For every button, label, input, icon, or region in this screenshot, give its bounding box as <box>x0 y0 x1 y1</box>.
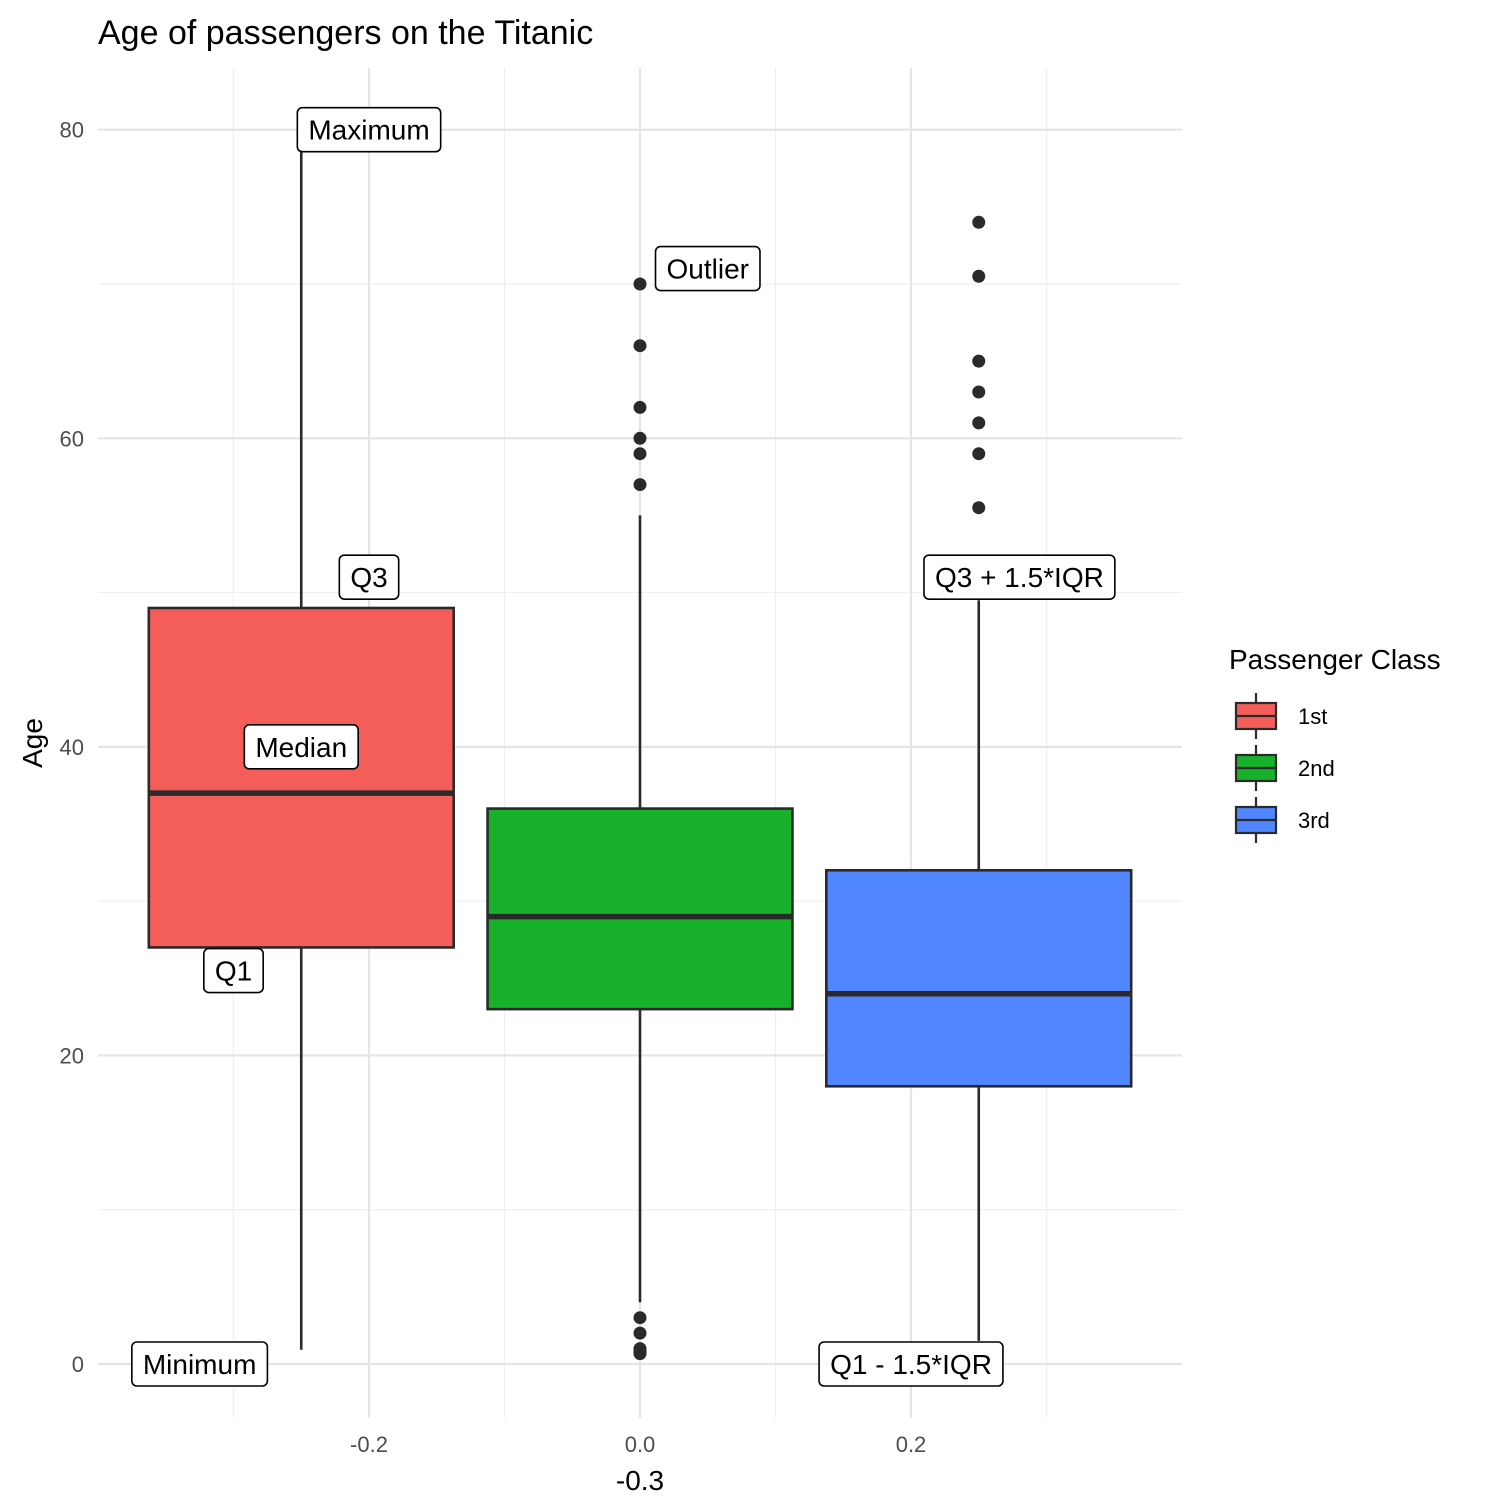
annotation-text: Q3 + 1.5*IQR <box>935 562 1104 593</box>
y-tick-label: 80 <box>60 118 84 143</box>
legend-label: 2nd <box>1298 756 1335 781</box>
annotation-label: Q3 + 1.5*IQR <box>923 554 1116 600</box>
annotation-box <box>296 106 442 153</box>
y-tick-label: 60 <box>60 426 84 451</box>
annotation-box <box>338 554 400 600</box>
annotation-text: Median <box>255 732 347 763</box>
legend-label: 3rd <box>1298 808 1330 833</box>
annotation-box <box>923 554 1116 600</box>
x-tick-label: 0.0 <box>625 1432 656 1457</box>
legend-label: 1st <box>1298 704 1327 729</box>
outlier-point <box>972 215 986 229</box>
legend-key-3rd <box>1234 797 1278 843</box>
annotation-text: Outlier <box>667 254 749 285</box>
outlier-point <box>633 447 647 461</box>
annotation-text: Q3 <box>350 562 387 593</box>
axis-layer: 0 20 40 60 80 -0.2 0.0 0.2 <box>60 118 927 1457</box>
annotation-label: Q1 - 1.5*IQR <box>818 1341 1004 1387</box>
box-2nd <box>486 807 794 1011</box>
annotation-label: Outlier <box>654 245 761 292</box>
box-1st <box>147 606 455 949</box>
y-tick-label: 40 <box>60 735 84 760</box>
annotation-label: Q1 <box>203 947 264 994</box>
annotation-text: Q1 <box>215 956 252 987</box>
box-layer <box>147 129 1133 1361</box>
annotation-label: Maximum <box>296 106 442 153</box>
x-tick-label: 0.2 <box>896 1432 927 1457</box>
y-axis-title: Age <box>17 718 48 768</box>
outlier-point <box>633 400 647 414</box>
legend-key-1st <box>1234 693 1278 739</box>
annotation-layer: Maximum Q3 Median Q1 Minimum Outlier Q3 + 1.5*… <box>131 106 1116 1387</box>
legend-key-2nd <box>1234 745 1278 791</box>
box-3rd <box>825 868 1133 1088</box>
outlier-point <box>633 277 647 291</box>
outlier-point <box>972 385 986 399</box>
annotation-box <box>203 947 264 994</box>
outlier-point <box>633 478 647 492</box>
outlier-point <box>633 339 647 353</box>
annotation-text: Minimum <box>143 1349 257 1380</box>
annotation-box <box>131 1341 269 1387</box>
outlier-point <box>972 447 986 461</box>
annotation-text: Q1 - 1.5*IQR <box>830 1349 992 1380</box>
legend: Passenger Class 1st 2nd 3rd <box>1229 644 1441 843</box>
annotation-box <box>654 245 761 292</box>
outlier-point <box>633 1347 647 1361</box>
legend-title: Passenger Class <box>1229 644 1441 675</box>
annotation-label: Minimum <box>131 1341 269 1387</box>
annotation-box <box>243 724 359 770</box>
outlier-point <box>972 269 986 283</box>
annotation-box <box>818 1341 1004 1387</box>
outlier-point <box>633 431 647 445</box>
x-axis-title: -0.3 <box>616 1465 664 1496</box>
annotation-label: Median <box>243 724 359 770</box>
outlier-point <box>972 416 986 430</box>
outlier-point <box>972 354 986 368</box>
annotation-label: Q3 <box>338 554 400 600</box>
outlier-point <box>633 1326 647 1340</box>
annotation-text: Maximum <box>308 115 429 146</box>
y-tick-label: 20 <box>60 1043 84 1068</box>
outlier-point <box>972 501 986 515</box>
outlier-point <box>633 1311 647 1325</box>
chart-title: Age of passengers on the Titanic <box>98 14 593 52</box>
x-tick-label: -0.2 <box>350 1432 388 1457</box>
y-tick-label: 0 <box>72 1352 84 1377</box>
